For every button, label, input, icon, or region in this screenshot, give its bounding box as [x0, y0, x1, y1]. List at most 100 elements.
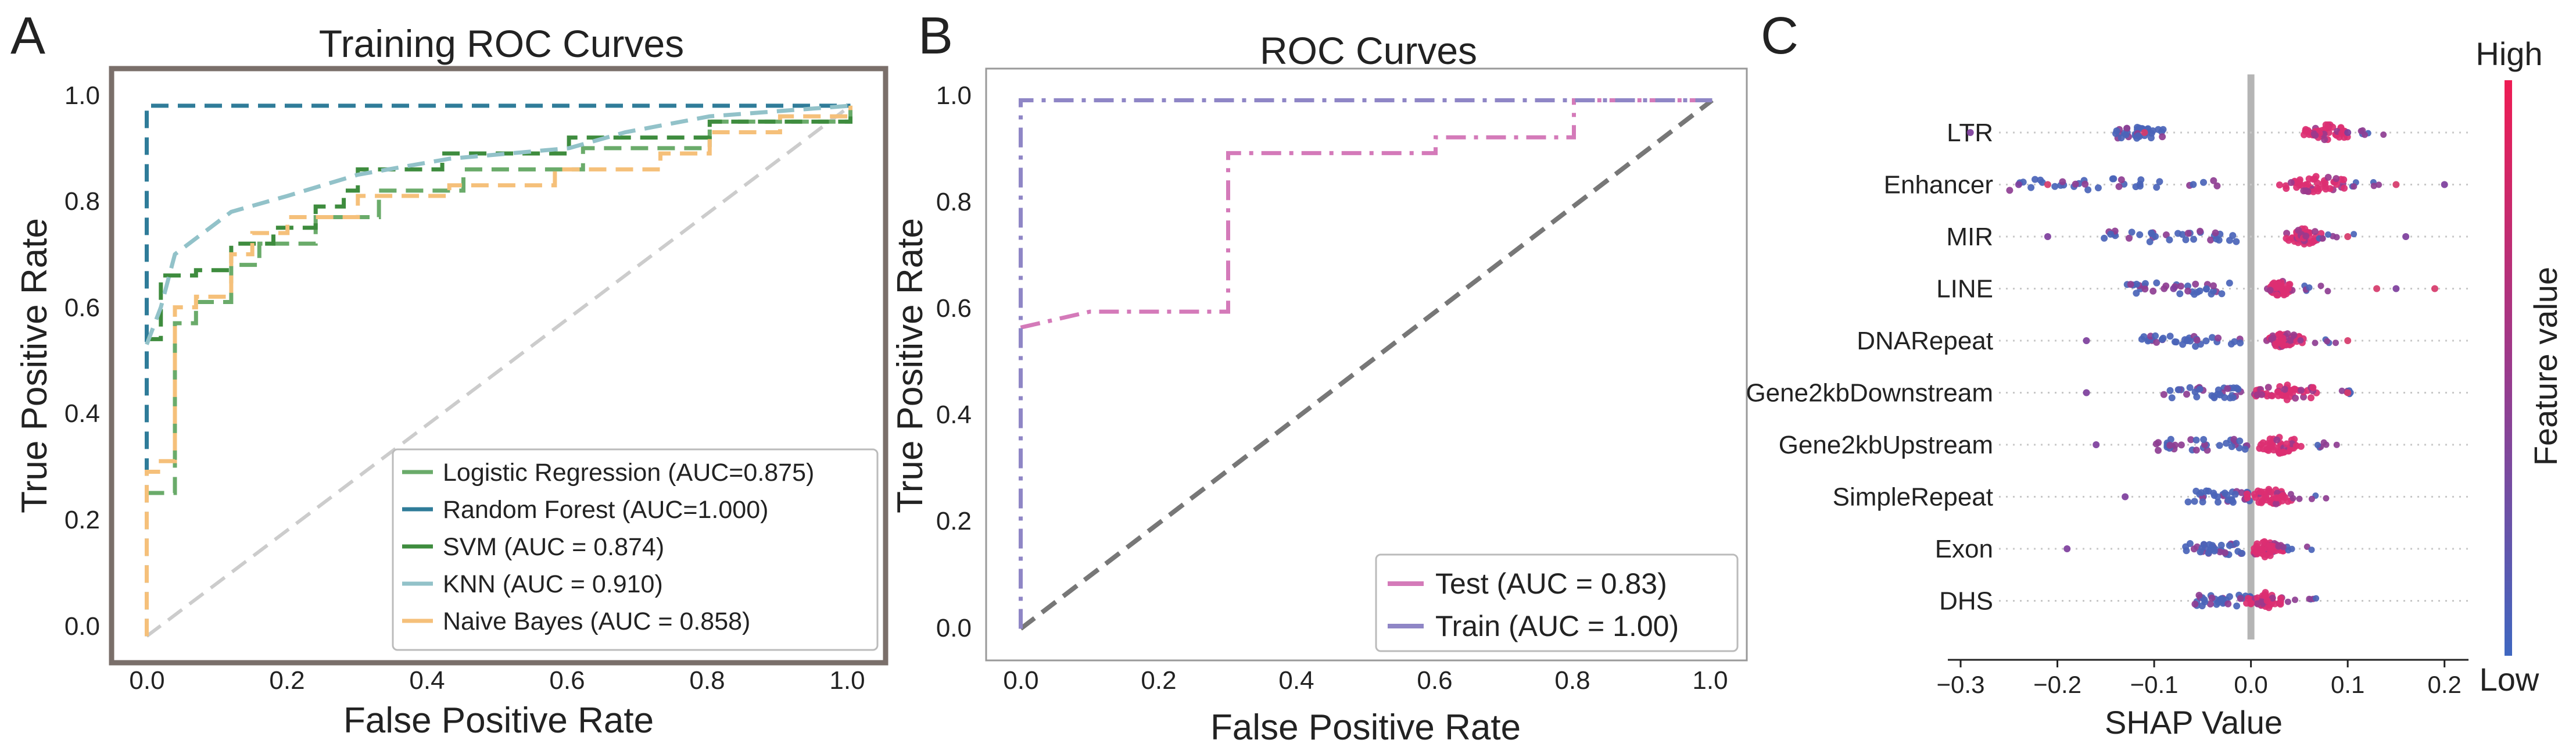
shap-point — [2209, 334, 2216, 341]
feature-label-gene2kbupstream: Gene2kbUpstream — [1779, 431, 1993, 459]
shap-point — [2134, 132, 2142, 140]
shap-point — [2083, 389, 2090, 396]
shap-point — [2324, 288, 2331, 295]
feature-label-dhs: DHS — [1939, 587, 1993, 616]
shap-point — [2380, 131, 2387, 138]
shap-point — [2316, 185, 2323, 192]
shap-point — [2218, 595, 2226, 602]
shap-point — [2269, 392, 2276, 399]
shap-point — [2059, 178, 2066, 185]
shap-point — [2324, 174, 2332, 181]
shap-point — [2277, 283, 2285, 290]
shap-point — [2215, 334, 2222, 342]
shap-point — [2184, 498, 2192, 506]
panel-a-xtick: 0.2 — [269, 666, 304, 695]
shap-point — [2128, 228, 2136, 236]
shap-point — [2269, 594, 2276, 602]
panel-a-yticks: 0.0 0.2 0.4 0.6 0.8 1.0 — [65, 81, 100, 641]
shap-point — [2190, 181, 2197, 188]
legend-label-test: Test (AUC = 0.83) — [1435, 567, 1667, 600]
shap-point — [2373, 285, 2381, 292]
shap-point — [2141, 285, 2149, 293]
shap-point — [2302, 181, 2310, 188]
shap-point — [2186, 384, 2194, 391]
shap-point — [2284, 285, 2292, 292]
shap-point — [2304, 188, 2312, 195]
roc-curve-train — [1019, 98, 1712, 629]
shap-point — [2193, 337, 2201, 344]
shap-point — [2273, 494, 2280, 502]
shap-point — [2166, 333, 2174, 340]
panel-a-xlabel: False Positive Rate — [343, 701, 654, 741]
shap-point — [2187, 337, 2194, 345]
panel-a-xtick: 1.0 — [829, 666, 865, 695]
shap-point — [2280, 544, 2287, 551]
shap-point — [2221, 549, 2229, 556]
shap-point — [2431, 285, 2438, 292]
panel-b-legend-box — [1375, 553, 1739, 652]
shap-point — [2259, 439, 2267, 446]
panel-b-curves — [1019, 98, 1714, 631]
panel-c-xlabel: SHAP Value — [2105, 704, 2283, 741]
shap-point — [2333, 234, 2340, 241]
shap-point — [2037, 176, 2044, 184]
shap-point — [2072, 180, 2079, 188]
shap-point — [2266, 287, 2274, 294]
shap-point — [2234, 385, 2242, 393]
shap-point — [2231, 338, 2238, 345]
shap-point — [2159, 133, 2166, 141]
shap-point — [2277, 601, 2284, 608]
shap-point — [2107, 230, 2115, 238]
shap-point — [2172, 441, 2179, 449]
shap-point — [2195, 592, 2203, 599]
shap-point — [2319, 235, 2326, 242]
shap-point — [2200, 178, 2207, 186]
shap-point — [2244, 494, 2251, 502]
shap-point — [2259, 546, 2267, 553]
shap-point — [2263, 597, 2271, 605]
shap-point — [2269, 334, 2277, 341]
legend-label-naive-bayes: Naive Bayes (AUC = 0.858) — [443, 608, 750, 635]
panel-a-xticks: 0.0 0.2 0.4 0.6 0.8 1.0 — [129, 666, 865, 695]
x-tick-label: −0.2 — [2033, 671, 2081, 698]
shap-point — [2288, 234, 2296, 242]
legend-label-logistic-regression: Logistic Regression (AUC=0.875) — [443, 459, 814, 487]
panel-a-ytick: 0.2 — [65, 506, 100, 534]
shap-point — [2277, 595, 2284, 602]
panel-a-xtick: 0.8 — [689, 666, 725, 695]
shap-point — [2308, 495, 2315, 502]
shap-point — [2297, 337, 2304, 344]
panel-b-ytick: 0.8 — [936, 188, 972, 216]
x-tick-label: 0.2 — [2427, 671, 2461, 698]
shap-point — [2122, 493, 2129, 501]
shap-point — [2287, 179, 2295, 186]
shap-point — [2287, 393, 2294, 400]
colorbar-high-label: High — [2475, 35, 2542, 72]
shap-point — [2311, 175, 2319, 183]
shap-point — [2198, 544, 2206, 552]
panel-a-curves — [145, 103, 852, 638]
panel-a-xtick: 0.6 — [549, 666, 585, 695]
shap-point — [2230, 435, 2238, 443]
shap-point — [2237, 339, 2244, 346]
feature-label-line: LINE — [1936, 275, 1993, 303]
shap-point — [2302, 233, 2310, 240]
shap-point — [2146, 238, 2154, 245]
panel-b: B ROC Curves 0.0 0.2 0.4 0.6 0.8 1.0 0.0… — [890, 7, 1748, 748]
shap-point — [2156, 178, 2163, 185]
shap-point — [2265, 545, 2272, 552]
feature-label-exon: Exon — [1935, 535, 1993, 563]
feature-label-simplerepeat: SimpleRepeat — [1833, 483, 1993, 512]
shap-point — [2333, 175, 2340, 183]
shap-point — [2351, 183, 2358, 190]
shap-point — [2155, 439, 2162, 446]
shap-point — [2292, 442, 2300, 449]
shap-point — [2441, 181, 2448, 188]
shap-point — [2308, 546, 2315, 553]
shap-point — [2338, 387, 2345, 394]
shap-point — [2044, 233, 2051, 240]
panel-a-xtick: 0.4 — [409, 666, 445, 695]
legend-label-knn: KNN (AUC = 0.910) — [443, 570, 663, 598]
legend-label-train: Train (AUC = 1.00) — [1435, 610, 1679, 642]
shap-point — [2006, 187, 2013, 194]
